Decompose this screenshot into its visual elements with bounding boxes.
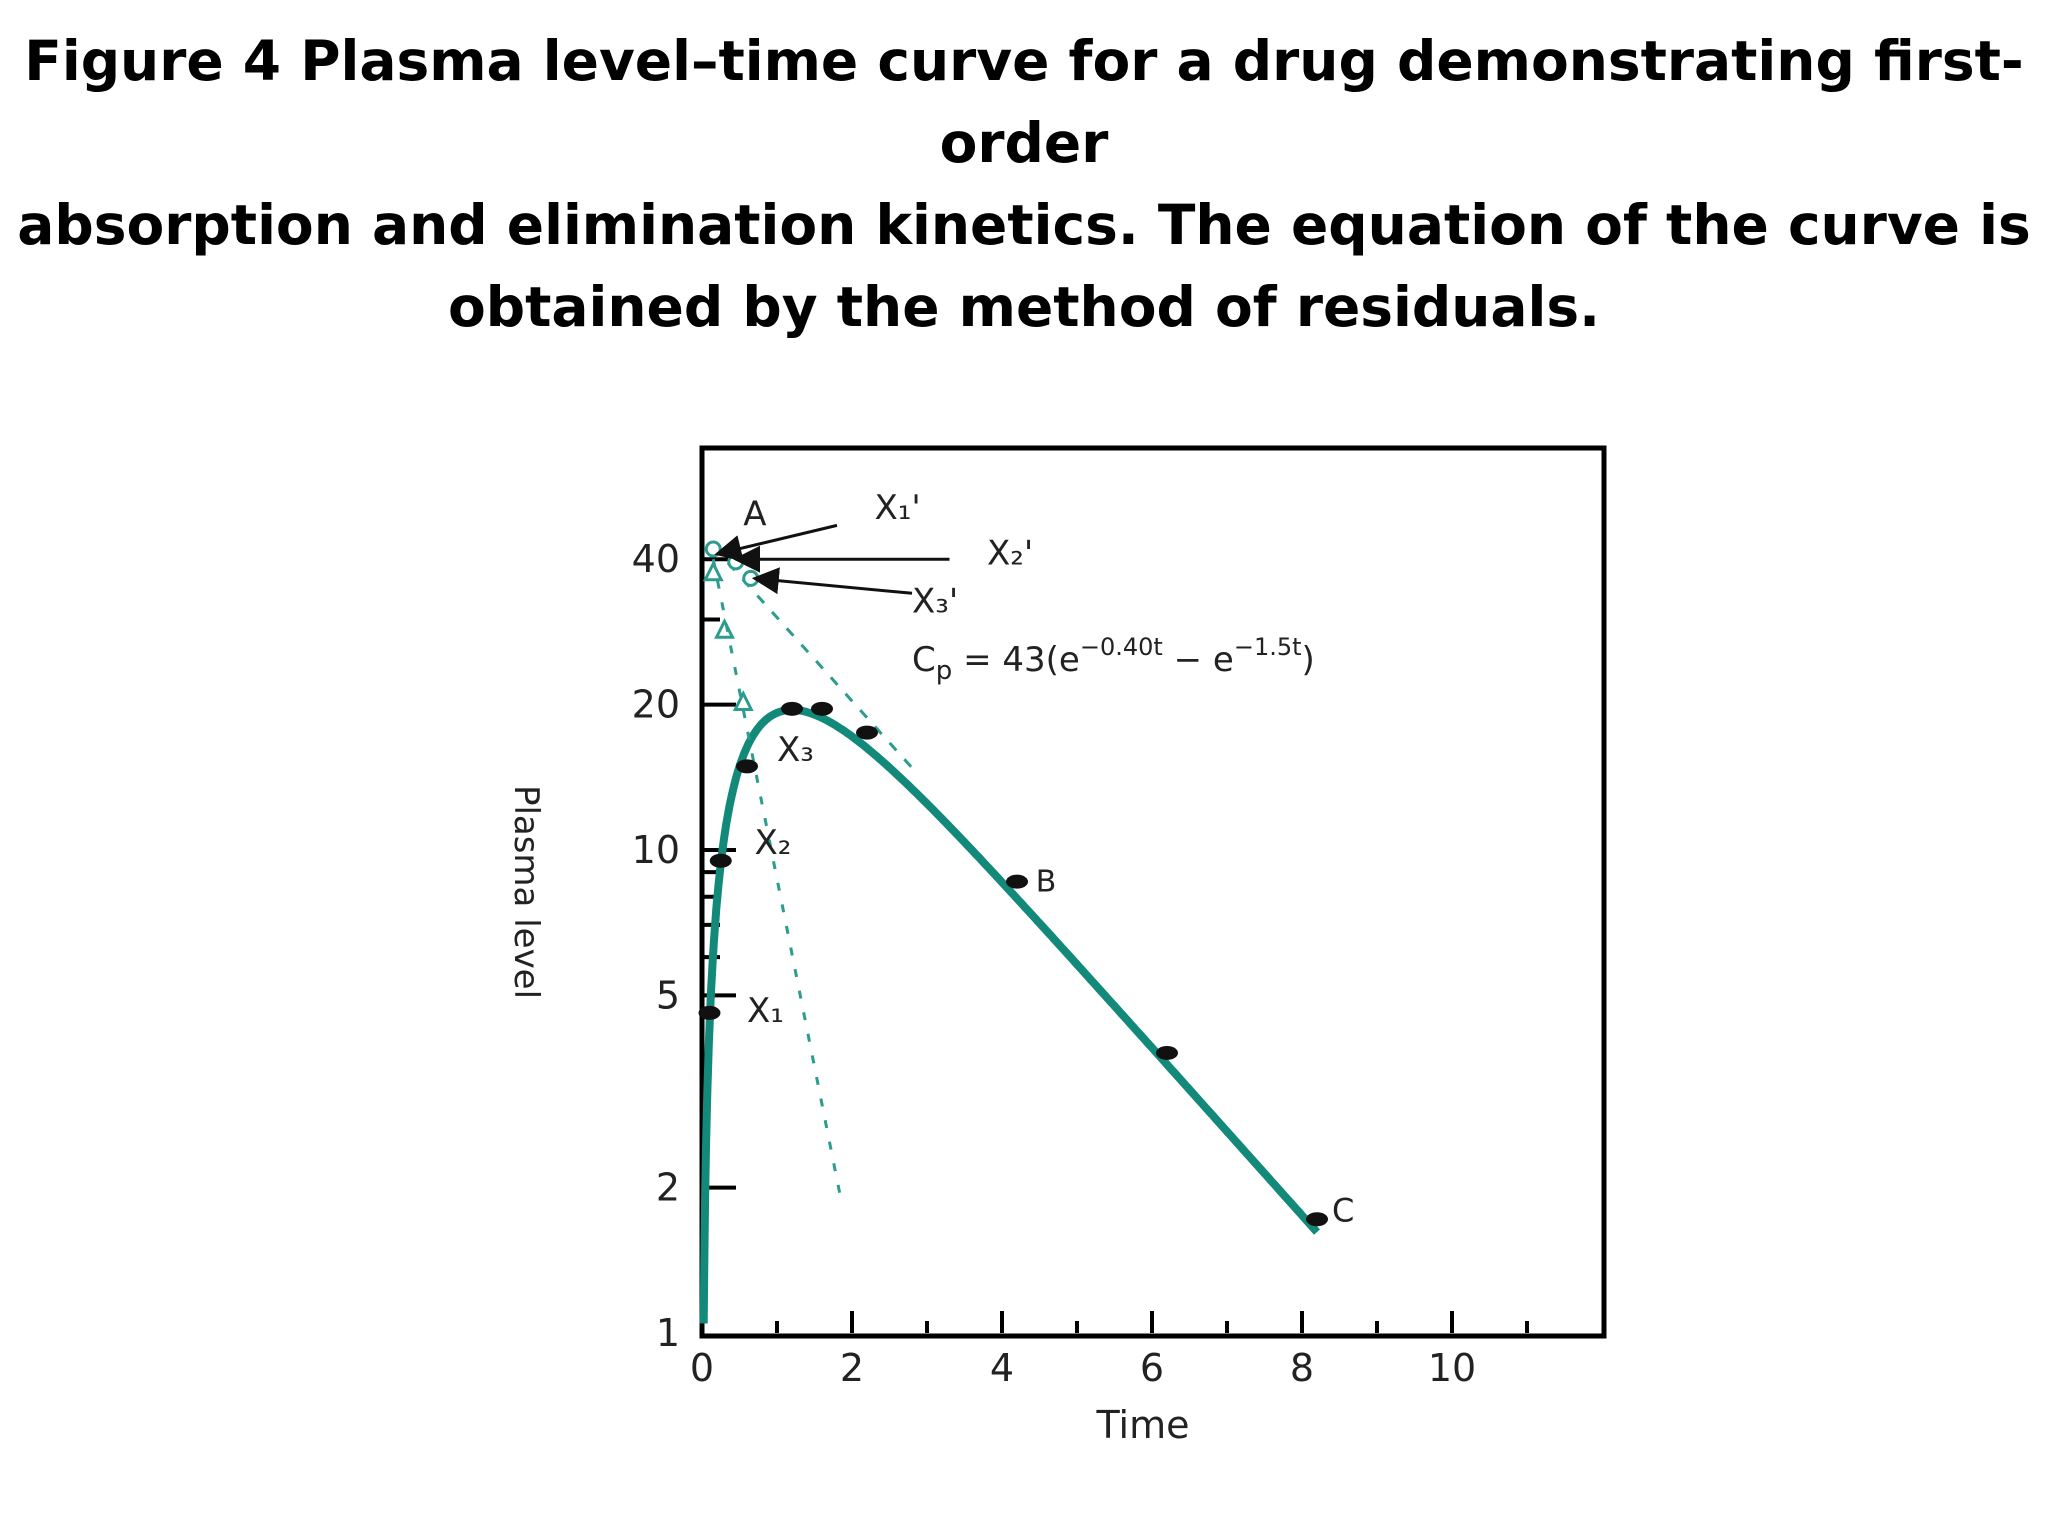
extrapolated-point — [727, 553, 745, 571]
data-point — [856, 725, 878, 740]
equation-exponent-1: −0.40t — [1080, 633, 1163, 661]
x-tick-label: 0 — [690, 1346, 714, 1390]
caption-line-3: obtained by the method of residuals. — [447, 275, 1601, 339]
equation-close: ) — [1302, 640, 1315, 680]
data-point — [781, 701, 803, 716]
x-tick-label: 6 — [1140, 1346, 1164, 1390]
y-tick-label: 20 — [632, 683, 680, 727]
equation-cp-sub: p — [936, 656, 953, 686]
data-point — [709, 853, 732, 868]
caption-line-2: absorption and elimination kinetics. The… — [17, 193, 2031, 257]
data-point — [1006, 874, 1028, 889]
data-point — [698, 1005, 721, 1020]
caption-line-1: Figure 4 Plasma level–time curve for a d… — [24, 29, 2024, 175]
equation-body: = 43(e — [952, 640, 1080, 680]
x-tick-label: 4 — [990, 1346, 1014, 1390]
annotation-label: C — [1332, 1192, 1354, 1230]
annotation-label: B — [1036, 865, 1057, 900]
data-point — [1306, 1212, 1328, 1227]
annotation-arrow — [714, 523, 838, 562]
plot-frame — [699, 445, 1607, 1339]
residual-point — [702, 560, 724, 582]
y-tick-label: 1 — [656, 1311, 680, 1355]
residual-line — [711, 558, 843, 1199]
y-tick-label: 2 — [656, 1166, 680, 1210]
curve-equation: Cp = 43(e−0.40t − e−1.5t) — [912, 633, 1315, 686]
x-tick-label: 2 — [840, 1346, 864, 1390]
y-tick-label: 40 — [632, 537, 680, 581]
residual-point — [732, 690, 754, 712]
equation-exponent-2: −1.5t — [1234, 633, 1302, 661]
x-tick-label: 10 — [1428, 1346, 1476, 1390]
plasma-curve — [699, 705, 1320, 1324]
annotation-label: X₁ — [747, 991, 784, 1031]
residual-point — [714, 617, 735, 639]
x-tick-label: 8 — [1290, 1346, 1314, 1390]
annotation-label: X₃' — [912, 582, 958, 622]
equation-cp: C — [912, 640, 936, 680]
figure-caption: Figure 4 Plasma level–time curve for a d… — [0, 20, 2048, 348]
equation-minus: − e — [1163, 640, 1234, 680]
annotation-label: A — [743, 494, 766, 534]
data-point — [1156, 1045, 1178, 1060]
annotation-arrow — [751, 567, 913, 595]
annotation-label: X₂ — [755, 823, 792, 863]
y-tick-label: 5 — [656, 973, 680, 1017]
y-tick-label: 10 — [632, 828, 680, 872]
annotation-label: X₁' — [875, 488, 921, 528]
data-point — [736, 759, 758, 774]
annotation-label: X₃ — [777, 730, 814, 770]
x-axis-label: Time — [1096, 1403, 1190, 1447]
y-axis-label: Plasma level — [506, 785, 546, 999]
data-point — [811, 701, 833, 716]
annotation-label: X₂' — [987, 534, 1033, 574]
